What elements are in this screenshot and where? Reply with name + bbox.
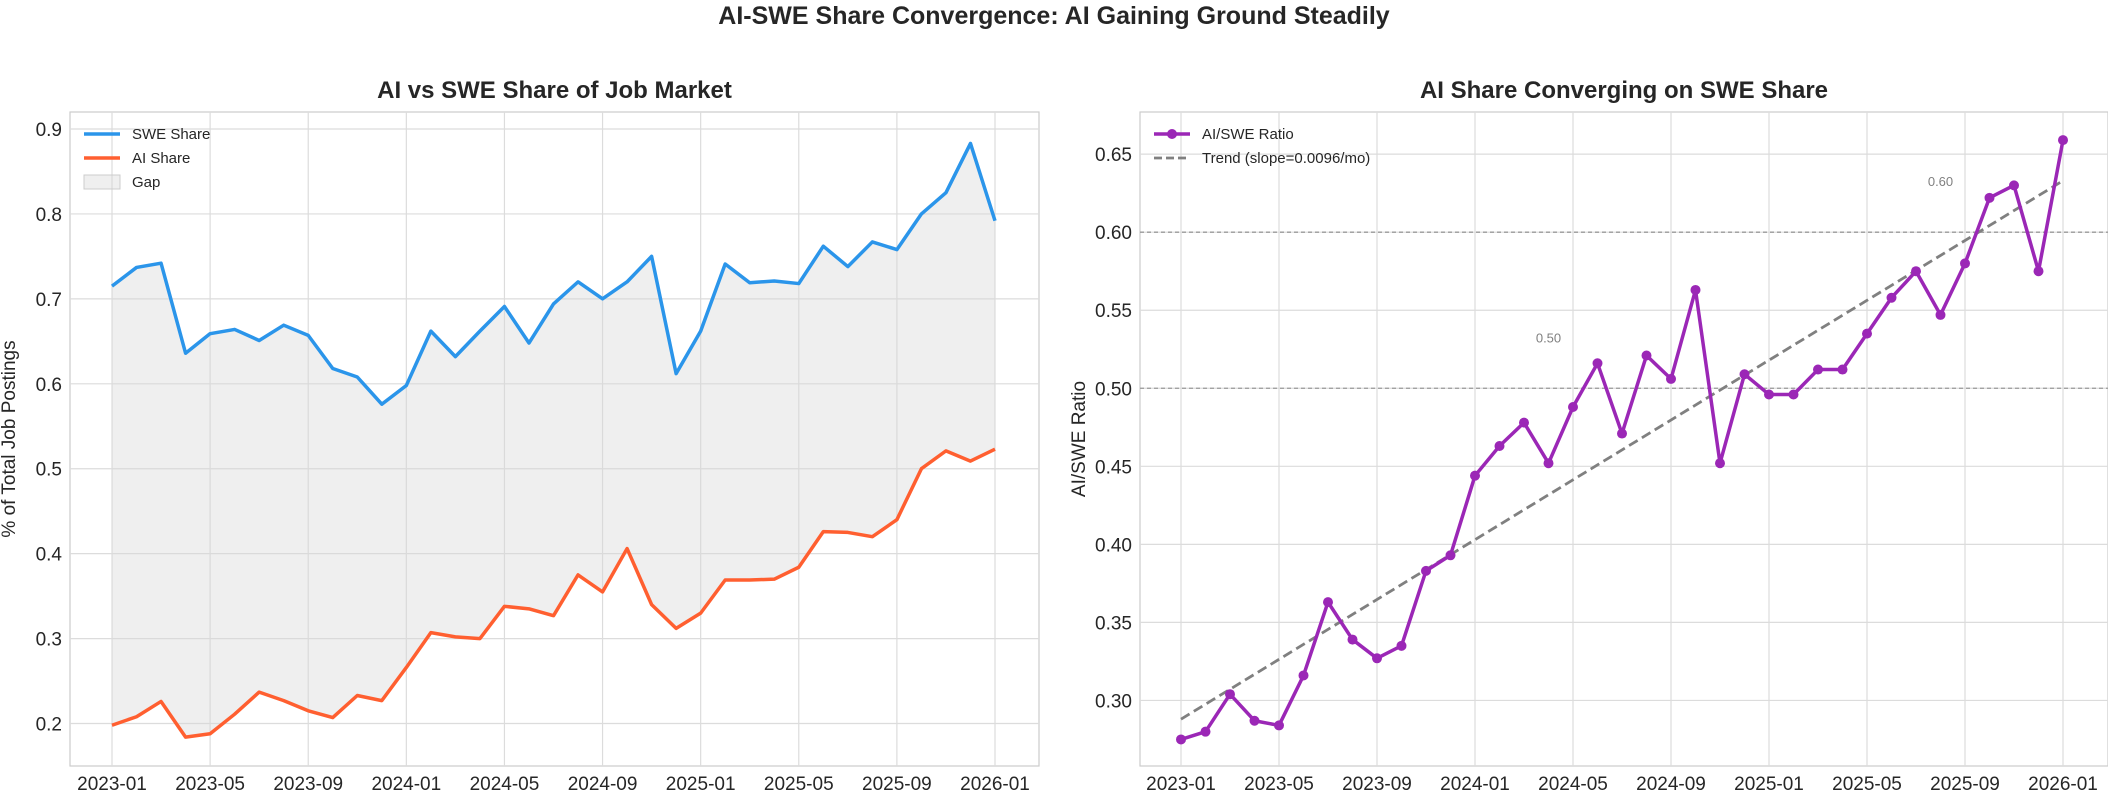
right-y-tick-label: 0.30 xyxy=(1095,691,1132,712)
ratio-point xyxy=(1470,470,1480,481)
ratio-point xyxy=(1347,634,1358,645)
right-y-tick-label: 0.65 xyxy=(1095,145,1132,166)
legend-label-swe: SWE Share xyxy=(132,126,210,143)
ratio-point xyxy=(1911,266,1921,277)
ratio-point xyxy=(1984,192,1995,203)
ratio-point xyxy=(1837,364,1848,375)
ratio-point xyxy=(1886,292,1897,303)
right-chart-title: AI Share Converging on SWE Share xyxy=(1420,77,1828,104)
ratio-point xyxy=(1421,565,1431,576)
ratio-point xyxy=(1494,441,1505,452)
right-y-tick-label: 0.60 xyxy=(1095,223,1132,244)
right-y-tick-label: 0.35 xyxy=(1095,613,1132,634)
gap-fill-area xyxy=(112,143,995,738)
left-x-tick-label: 2024-01 xyxy=(371,774,441,795)
legend-label-trend: Trend (slope=0.0096/mo) xyxy=(1202,150,1370,167)
right-y-tick-label: 0.45 xyxy=(1095,457,1132,478)
ratio-point xyxy=(1935,309,1946,320)
ratio-point xyxy=(1176,734,1186,745)
ratio-point xyxy=(1617,428,1627,439)
ratio-point xyxy=(1788,389,1799,400)
left-y-tick-label: 0.6 xyxy=(36,375,62,396)
ratio-point xyxy=(1445,550,1456,561)
ratio-point xyxy=(1568,402,1578,413)
legend-marker-ratio xyxy=(1167,129,1177,139)
right-x-tick-label: 2023-09 xyxy=(1342,774,1412,795)
right-x-tick-label: 2024-05 xyxy=(1538,774,1608,795)
right-x-tick-label: 2023-05 xyxy=(1244,774,1314,795)
left-y-tick-label: 0.5 xyxy=(36,460,62,481)
legend-swatch-gap xyxy=(83,174,121,190)
ratio-point xyxy=(1862,328,1872,339)
left-y-tick-label: 0.7 xyxy=(36,290,62,311)
left-x-tick-label: 2025-09 xyxy=(862,774,932,795)
ratio-point xyxy=(1666,373,1676,384)
ratio-point xyxy=(1323,597,1333,608)
left-y-tick-label: 0.3 xyxy=(36,630,62,651)
left-y-tick-label: 0.9 xyxy=(36,120,62,141)
legend-label-ai: AI Share xyxy=(132,150,190,167)
ratio-point xyxy=(1764,389,1774,400)
ratio-point xyxy=(1715,458,1725,469)
ratio-point xyxy=(1960,258,1970,269)
legend-label-gap: Gap xyxy=(132,174,160,191)
left-chart-panel: 0.2 0.3 0.4 0.5 0.6 0.7 0.8 0.9 2023-01 2023-05 20… xyxy=(0,77,1040,795)
left-x-tick-label: 2023-05 xyxy=(175,774,245,795)
ratio-point xyxy=(1641,350,1652,361)
reference-label-0.50: 0.50 xyxy=(1536,330,1561,345)
left-plot-area xyxy=(69,111,1040,767)
left-x-tick-label: 2026-01 xyxy=(960,774,1030,795)
right-x-tick-label: 2026-01 xyxy=(2028,774,2098,795)
right-y-axis-label: AI/SWE Ratio xyxy=(1069,381,1090,497)
left-x-tick-label: 2024-09 xyxy=(568,774,638,795)
ratio-point xyxy=(1396,640,1407,651)
left-y-axis-label: % of Total Job Postings xyxy=(0,340,20,537)
left-x-tick-label: 2025-01 xyxy=(666,774,736,795)
ratio-point xyxy=(2033,266,2044,277)
ratio-point xyxy=(1372,653,1382,664)
right-x-tick-label: 2023-01 xyxy=(1146,774,1216,795)
reference-label-0.60: 0.60 xyxy=(1928,174,1953,189)
right-x-tick-label: 2025-09 xyxy=(1930,774,2000,795)
swe-share-line xyxy=(110,141,997,406)
ratio-point xyxy=(2009,180,2019,191)
ratio-point xyxy=(2058,135,2068,146)
left-x-tick-label: 2023-09 xyxy=(273,774,343,795)
left-x-tick-label: 2023-01 xyxy=(77,774,147,795)
left-y-tick-label: 0.4 xyxy=(36,545,63,566)
right-plot-area xyxy=(1139,111,2108,767)
left-x-tick-label: 2025-05 xyxy=(764,774,834,795)
ratio-point xyxy=(1519,417,1529,428)
ratio-point xyxy=(1225,689,1235,700)
ratio-point xyxy=(1274,720,1284,731)
left-x-tick-label: 2024-05 xyxy=(470,774,540,795)
right-chart-panel: 0.30 0.35 0.40 0.45 0.50 0.55 0.60 0.65 2023-01 2… xyxy=(1069,77,2108,795)
ratio-point xyxy=(1813,364,1823,375)
legend-label-ratio: AI/SWE Ratio xyxy=(1202,126,1294,143)
left-y-tick-label: 0.2 xyxy=(36,715,62,736)
ratio-point xyxy=(1298,670,1309,681)
right-y-tick-label: 0.55 xyxy=(1095,301,1132,322)
right-x-tick-label: 2025-01 xyxy=(1734,774,1804,795)
right-x-tick-label: 2024-09 xyxy=(1636,774,1706,795)
right-x-tick-label: 2025-05 xyxy=(1832,774,1902,795)
ratio-point xyxy=(1739,369,1750,380)
figure-title: AI-SWE Share Convergence: AI Gaining Gro… xyxy=(718,2,1390,30)
right-x-tick-label: 2024-01 xyxy=(1440,774,1510,795)
right-y-tick-label: 0.40 xyxy=(1095,535,1132,556)
left-chart-title: AI vs SWE Share of Job Market xyxy=(377,77,732,104)
ai-share-line xyxy=(111,447,996,739)
right-y-tick-label: 0.50 xyxy=(1095,379,1132,400)
ratio-point xyxy=(1592,358,1603,369)
ratio-point xyxy=(1249,715,1260,726)
ratio-point xyxy=(1200,726,1211,737)
left-y-tick-label: 0.8 xyxy=(36,205,62,226)
ratio-point xyxy=(1690,284,1701,295)
ratio-point xyxy=(1543,458,1554,469)
